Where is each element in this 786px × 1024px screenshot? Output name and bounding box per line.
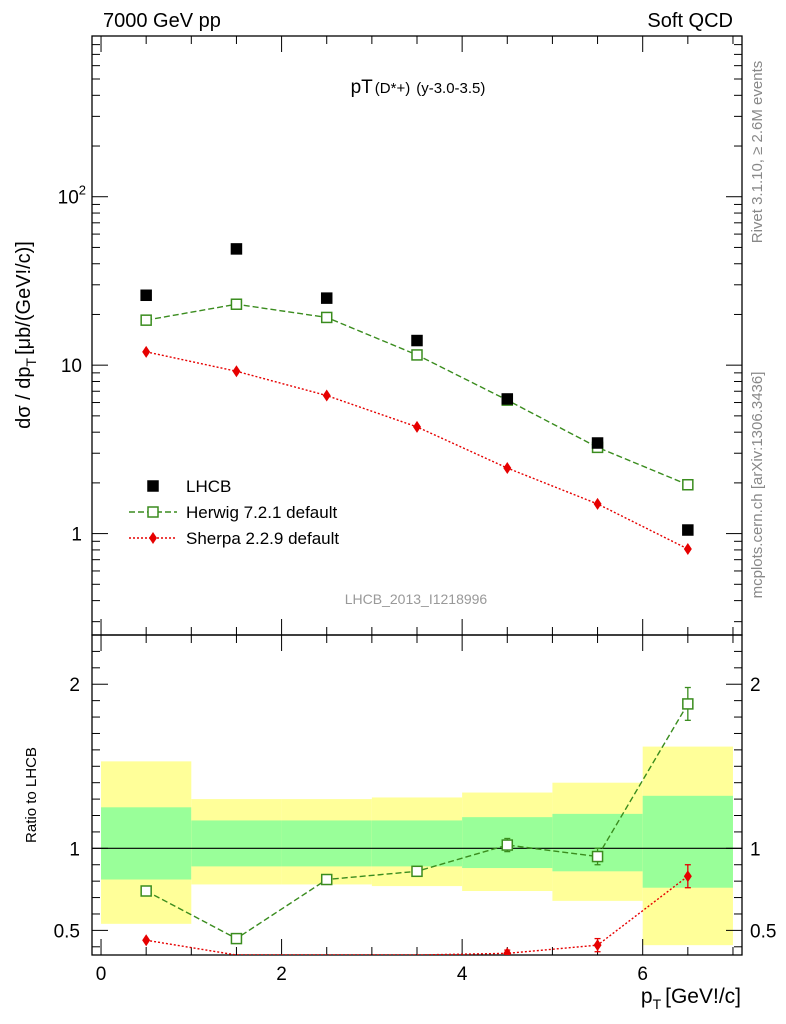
ratio-band-inner xyxy=(371,820,463,867)
ratio-ytick-label-left: 2 xyxy=(69,675,80,696)
herwig-point xyxy=(411,349,423,361)
mcplots-label: mcplots.cern.ch [arXiv:1306.3436] xyxy=(749,372,766,599)
legend-sherpa-marker xyxy=(149,532,157,544)
legend-label: Herwig 7.2.1 default xyxy=(186,503,337,522)
xtick-label: 4 xyxy=(457,964,468,985)
data-point xyxy=(411,334,423,347)
analysis-id: LHCB_2013_I1218996 xyxy=(345,591,488,607)
ratio-band-inner xyxy=(101,807,192,880)
ratio-ytick-label-right: 2 xyxy=(750,675,761,696)
ratio-ytick-label-left: 0.5 xyxy=(54,921,80,942)
legend-label: Sherpa 2.2.9 default xyxy=(186,529,339,548)
main-panel-series xyxy=(140,243,694,556)
legend-data-marker xyxy=(147,480,159,492)
ratio-herwig-point xyxy=(230,932,243,945)
ratio-sherpa-point xyxy=(683,870,692,883)
ratio-ytick-label-right: 0.5 xyxy=(750,921,776,942)
ratio-sherpa-point xyxy=(593,939,602,952)
ratio-sherpa-point xyxy=(503,947,512,955)
ratio-sherpa-point xyxy=(142,934,151,947)
ratio-herwig-point xyxy=(682,698,694,710)
sherpa-point xyxy=(683,543,692,556)
ratio-ytick-label-right: 1 xyxy=(750,839,761,860)
ratio-herwig-point xyxy=(501,839,514,851)
sherpa-point xyxy=(413,420,421,433)
legend: LHCB Herwig 7.2.1 default Sherpa 2.2.9 def… xyxy=(129,477,339,548)
rivet-label: Rivet 3.1.10, ≥ 2.6M events xyxy=(749,61,766,244)
xtick-label: 0 xyxy=(96,964,107,985)
ratio-herwig-point xyxy=(140,885,152,897)
xlabel-sub: T xyxy=(653,996,662,1012)
herwig-point xyxy=(140,314,152,326)
sherpa-point xyxy=(322,389,331,402)
xtick-label: 2 xyxy=(276,964,287,985)
main-ylabel: dσ / dpT [μb/(GeV!/c)] xyxy=(13,241,39,429)
main-ytick-label: 1 xyxy=(71,525,82,546)
data-point xyxy=(140,289,152,302)
xtick-label: 6 xyxy=(637,964,648,985)
header-right: Soft QCD xyxy=(647,10,733,32)
ratio-band-inner xyxy=(191,820,282,867)
ratio-herwig-point xyxy=(411,865,423,878)
main-ytick-label: 10 xyxy=(61,356,82,377)
main-ytick-label: 102 xyxy=(58,183,86,209)
xlabel-p: p xyxy=(641,985,653,1008)
sherpa-point xyxy=(593,497,602,510)
header-left: 7000 GeV pp xyxy=(103,10,221,32)
plot-title-range: (y-3.0-3.5) xyxy=(416,80,485,97)
herwig-line xyxy=(146,303,689,486)
plot-title-particle: (D*+) xyxy=(375,80,410,97)
herwig-point xyxy=(682,478,694,491)
ratio-herwig-point xyxy=(320,873,333,886)
ratio-ytick-label-left: 1 xyxy=(69,839,80,860)
sherpa-point xyxy=(503,462,512,475)
data-point xyxy=(501,393,514,405)
legend-herwig-marker xyxy=(147,506,159,518)
plot-title-main: pT xyxy=(351,77,374,98)
data-point xyxy=(320,292,333,304)
main-ylabel-a: dσ / dp xyxy=(13,366,35,428)
main-ylabel-sub: T xyxy=(23,357,39,366)
ratio-panel-series xyxy=(140,686,694,955)
ratio-band-inner xyxy=(281,820,372,867)
xlabel: pT [GeV!/c] xyxy=(641,985,741,1012)
data-point xyxy=(682,524,694,536)
main-ylabel-b: [μb/(GeV!/c)] xyxy=(13,241,35,355)
plot-title: pT (D*+) (y-3.0-3.5) xyxy=(351,77,486,98)
data-point xyxy=(591,437,604,449)
herwig-point xyxy=(320,311,333,324)
sherpa-point xyxy=(232,365,241,378)
herwig-point xyxy=(230,298,243,310)
sherpa-point xyxy=(142,345,151,358)
xlabel-unit: [GeV!/c] xyxy=(665,985,741,1008)
ratio-uncertainty-bands xyxy=(92,746,742,946)
ratio-herwig-point xyxy=(591,850,604,863)
legend-label: LHCB xyxy=(186,477,231,496)
ratio-ylabel: Ratio to LHCB xyxy=(23,747,40,843)
main-panel-axes: 1 10 102 xyxy=(58,35,743,636)
data-point xyxy=(230,243,243,255)
